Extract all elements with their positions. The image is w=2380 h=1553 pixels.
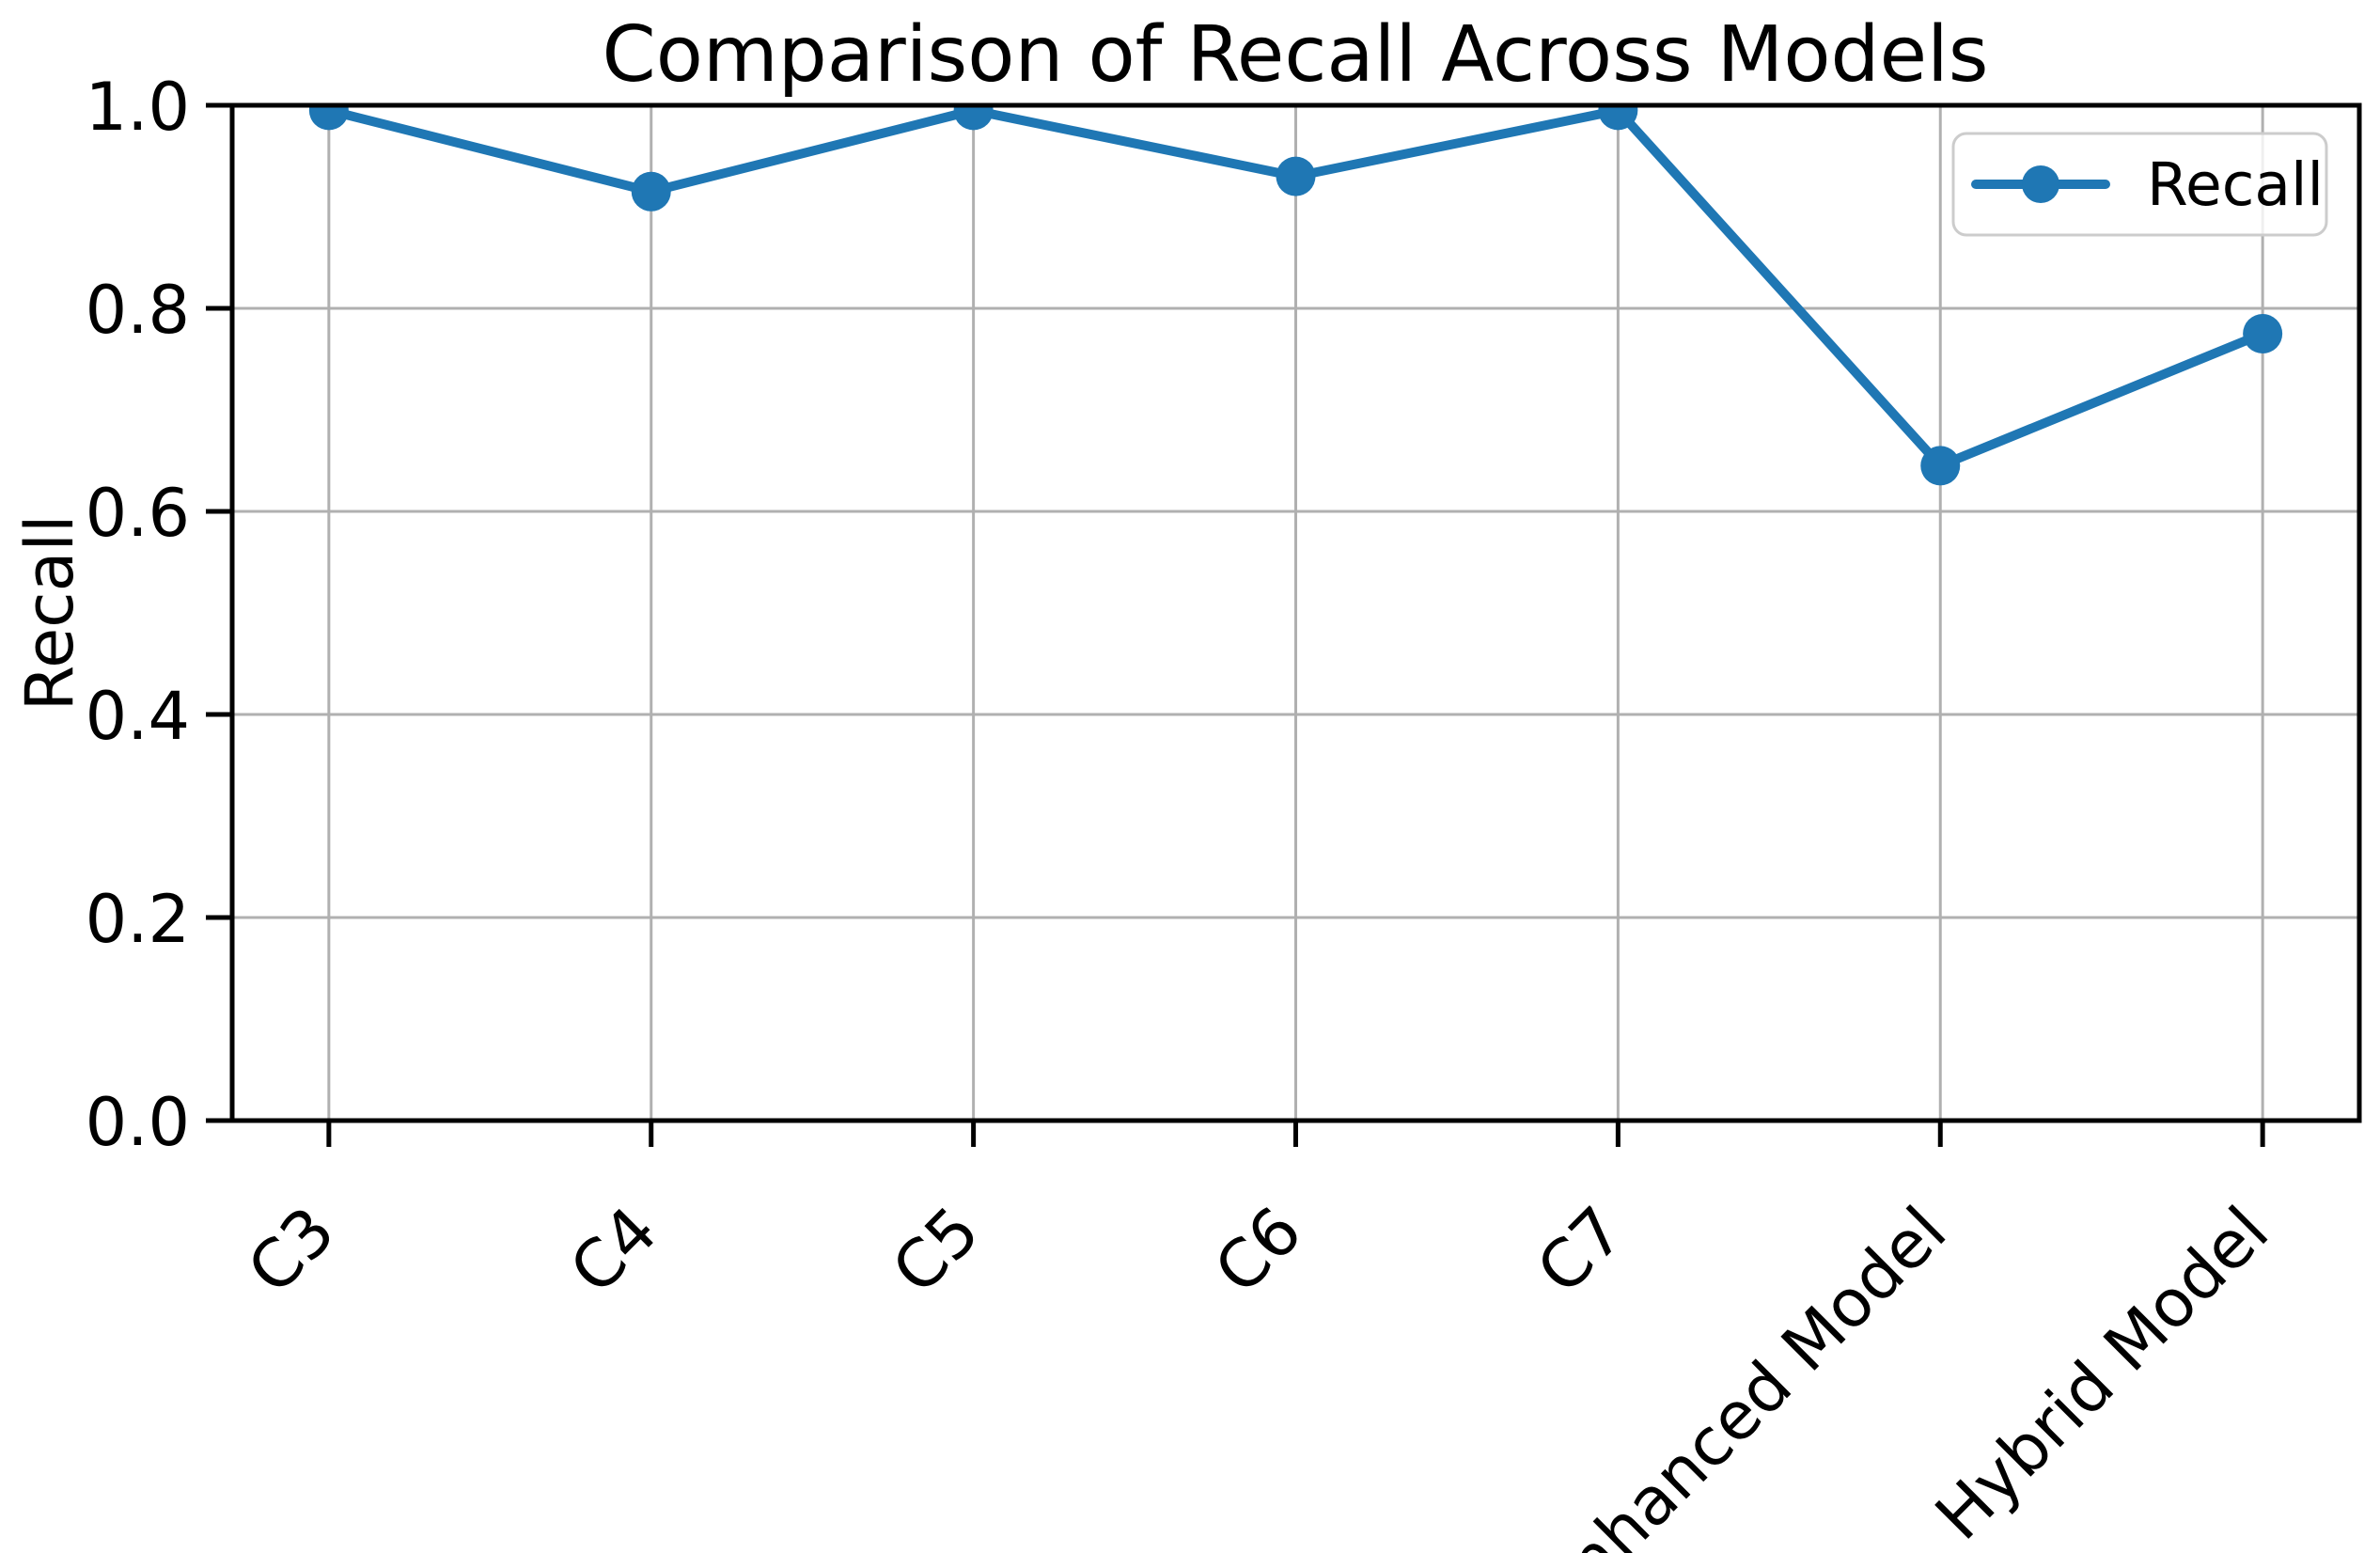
data-point	[1276, 156, 1316, 196]
data-point	[308, 105, 349, 131]
legend-marker-icon	[2022, 165, 2059, 203]
x-tick-label: C7	[1522, 1192, 1638, 1309]
y-tick-label: 1.0	[86, 69, 190, 146]
x-tick-label: C3	[233, 1192, 350, 1309]
series-layer	[308, 105, 2283, 486]
chart-title: Comparison of Recall Across Models	[602, 10, 1988, 100]
legend-label: Recall	[2147, 150, 2324, 219]
grid-layer	[232, 103, 2359, 1122]
data-point	[631, 171, 671, 212]
x-tick-label: C4	[556, 1192, 672, 1309]
y-tick-label: 0.4	[86, 678, 190, 755]
data-point	[1598, 105, 1638, 131]
y-axis-label: Recall	[11, 515, 88, 712]
y-tick-label: 0.2	[86, 881, 190, 958]
x-tick-label: Hybrid Model	[1920, 1192, 2283, 1553]
x-tick-label: C6	[1199, 1192, 1316, 1309]
data-point	[2243, 314, 2283, 353]
data-point	[1920, 446, 1961, 486]
x-tick-label: C5	[878, 1192, 994, 1309]
y-tick-label: 0.0	[86, 1084, 190, 1161]
legend-box	[1951, 132, 2328, 237]
legend: Recall	[1951, 132, 2328, 237]
y-tick-label: 0.6	[86, 475, 190, 552]
data-point	[953, 105, 994, 131]
y-tick-label: 0.8	[86, 272, 190, 349]
